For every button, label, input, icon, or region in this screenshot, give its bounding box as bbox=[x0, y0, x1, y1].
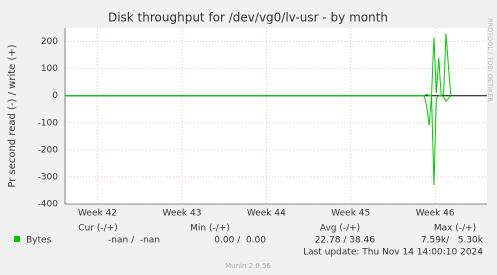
x-tick-label: Week 45 bbox=[331, 209, 370, 219]
series-line bbox=[65, 33, 452, 97]
y-axis-label: Pr second read (-) / write (+) bbox=[7, 44, 18, 187]
legend-swatch bbox=[14, 236, 20, 242]
x-tick-label: Week 46 bbox=[416, 209, 455, 219]
legend-header: Min (-/+) bbox=[190, 224, 230, 234]
y-tick-label: 0 bbox=[52, 91, 58, 101]
y-tick-label: -200 bbox=[38, 145, 59, 155]
legend-header: Avg (-/+) bbox=[320, 224, 360, 234]
y-tick-label: 100 bbox=[41, 64, 58, 74]
legend-cell: 0.00 / 0.00 bbox=[214, 236, 266, 246]
legend-label: Bytes bbox=[26, 236, 52, 246]
legend-cell: -nan / -nan bbox=[108, 236, 160, 246]
y-tick-label: -400 bbox=[38, 200, 59, 210]
y-tick-label: 200 bbox=[41, 37, 58, 47]
y-tick-label: -100 bbox=[38, 118, 59, 128]
legend-header: Cur (-/+) bbox=[78, 224, 117, 234]
series-line bbox=[65, 95, 452, 186]
legend-header: Max (-/+) bbox=[434, 224, 476, 234]
x-tick-label: Week 44 bbox=[247, 209, 286, 219]
legend-cell: 7.59k/ 5.30k bbox=[421, 236, 484, 246]
chart-title: Disk throughput for /dev/vg0/lv-usr - by… bbox=[108, 11, 388, 25]
plot-area bbox=[65, 28, 487, 204]
legend-cell: 22.78 / 38.46 bbox=[315, 236, 376, 246]
last-update: Last update: Thu Nov 14 14:00:10 2024 bbox=[303, 248, 483, 258]
y-tick-label: -300 bbox=[38, 172, 59, 182]
footer: Munin 2.0.56 bbox=[225, 262, 271, 270]
x-tick-label: Week 42 bbox=[78, 209, 117, 219]
x-tick-label: Week 43 bbox=[162, 209, 201, 219]
side-label: RRDTOOL / TOBI OETIKER bbox=[486, 18, 494, 102]
